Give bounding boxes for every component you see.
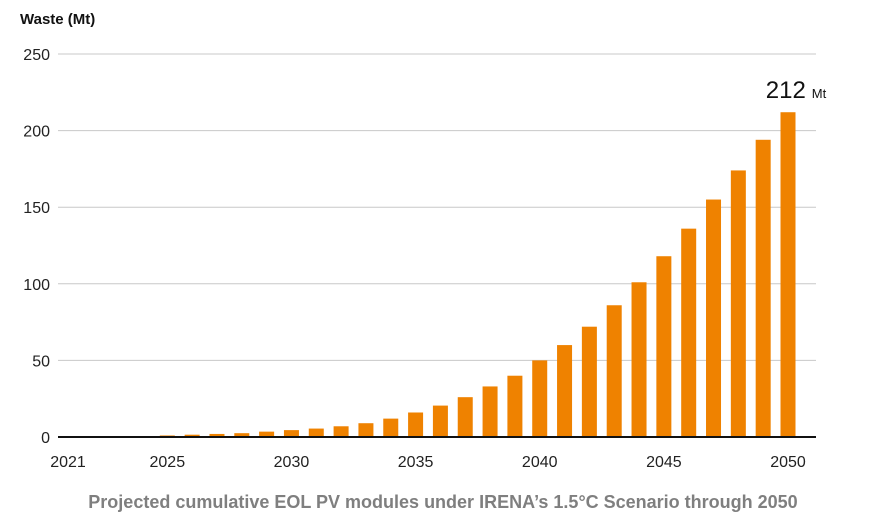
gridlines xyxy=(58,53,816,361)
bar-2044 xyxy=(631,282,647,437)
x-tick-label: 2025 xyxy=(150,454,186,471)
y-tick-label: 50 xyxy=(32,353,50,370)
y-tick-label: 100 xyxy=(23,277,50,294)
y-axis-label: Waste (Mt) xyxy=(20,11,95,28)
annotation: 212 Mt xyxy=(766,77,827,104)
bar-2043 xyxy=(606,305,622,437)
chart-caption: Projected cumulative EOL PV modules unde… xyxy=(88,492,798,512)
bar-2026 xyxy=(184,434,200,437)
bar-2035 xyxy=(408,412,424,437)
x-tick-label: 2030 xyxy=(274,454,310,471)
x-tick-label: 2040 xyxy=(522,454,558,471)
bar-2038 xyxy=(482,386,498,437)
x-tick-label: 2045 xyxy=(646,454,682,471)
bar-2042 xyxy=(581,326,597,437)
bar-2049 xyxy=(755,139,771,438)
bar-2046 xyxy=(681,228,697,437)
bar-2030 xyxy=(283,430,299,437)
bar-2041 xyxy=(557,345,573,437)
bar-2050 xyxy=(780,112,796,437)
x-tick-label: 2021 xyxy=(50,454,86,471)
bar-2037 xyxy=(457,397,473,437)
y-tick-label: 250 xyxy=(23,47,50,64)
bar-2036 xyxy=(432,405,448,437)
x-tick-label: 2035 xyxy=(398,454,434,471)
bar-value-label: 212 Mt xyxy=(766,77,827,104)
bar-2033 xyxy=(358,423,374,437)
y-tick-label: 0 xyxy=(41,430,50,447)
y-tick-labels: 0 50 100 150 200 250 xyxy=(23,47,50,447)
bars xyxy=(159,112,796,438)
x-tick-labels: 2021 2025 2030 2035 2040 2045 2050 xyxy=(50,454,806,471)
bar-2029 xyxy=(259,431,275,437)
annotation-unit: Mt xyxy=(812,86,827,101)
y-tick-label: 150 xyxy=(23,200,50,217)
bar-2031 xyxy=(308,428,324,437)
bar-2028 xyxy=(234,433,250,437)
bar-2040 xyxy=(532,360,548,437)
bar-2034 xyxy=(383,418,399,437)
annotation-value: 212 xyxy=(766,77,806,104)
bar-2045 xyxy=(656,256,672,437)
y-tick-label: 200 xyxy=(23,124,50,141)
bar-2047 xyxy=(706,199,722,437)
x-tick-label: 2050 xyxy=(770,454,806,471)
bar-2027 xyxy=(209,433,225,437)
bar-2032 xyxy=(333,426,349,437)
bar-2048 xyxy=(730,170,746,437)
bar-2039 xyxy=(507,375,523,437)
